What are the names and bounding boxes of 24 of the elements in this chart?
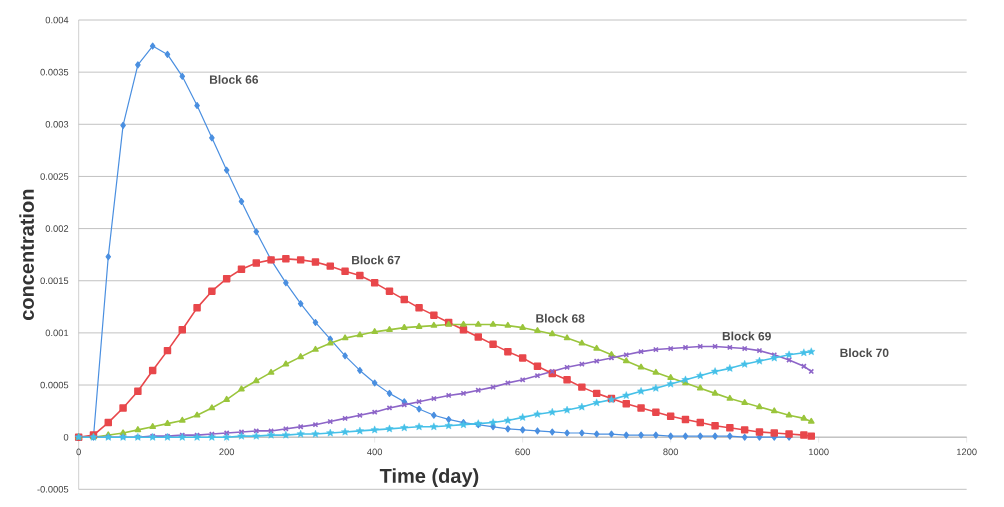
x-tick-label: 1000 bbox=[809, 448, 829, 456]
series-label: Block 68 bbox=[536, 314, 585, 323]
x-tick-label: 800 bbox=[663, 448, 679, 456]
y-tick-label: 0.001 bbox=[45, 329, 69, 337]
x-tick-label: 1200 bbox=[957, 448, 977, 456]
x-tick-label: 600 bbox=[515, 448, 531, 456]
y-tick-label: 0.0015 bbox=[40, 277, 69, 285]
y-axis-title: concentration bbox=[19, 189, 34, 321]
y-tick-label: 0.003 bbox=[45, 121, 69, 128]
x-tick-label: 0 bbox=[76, 448, 81, 456]
y-tick-label: 0.002 bbox=[45, 225, 69, 233]
y-tick-label: 0.0005 bbox=[40, 381, 69, 389]
series-label: Block 67 bbox=[352, 255, 401, 265]
y-tick-label: 0 bbox=[63, 434, 69, 441]
y-tick-label: 0.0025 bbox=[40, 173, 69, 180]
series-label: Block 66 bbox=[209, 75, 259, 85]
y-tick-label: 0.004 bbox=[45, 16, 69, 24]
text: Block 70 bbox=[840, 348, 889, 358]
x-tick-label: 400 bbox=[367, 448, 383, 456]
x-tick-label: 200 bbox=[219, 448, 235, 456]
y-tick-label: 0.0035 bbox=[40, 69, 69, 76]
x-axis-title: Time (day) bbox=[379, 468, 479, 488]
y-tick-label: -0.0005 bbox=[37, 486, 69, 493]
series-label: Block 69 bbox=[722, 331, 771, 341]
